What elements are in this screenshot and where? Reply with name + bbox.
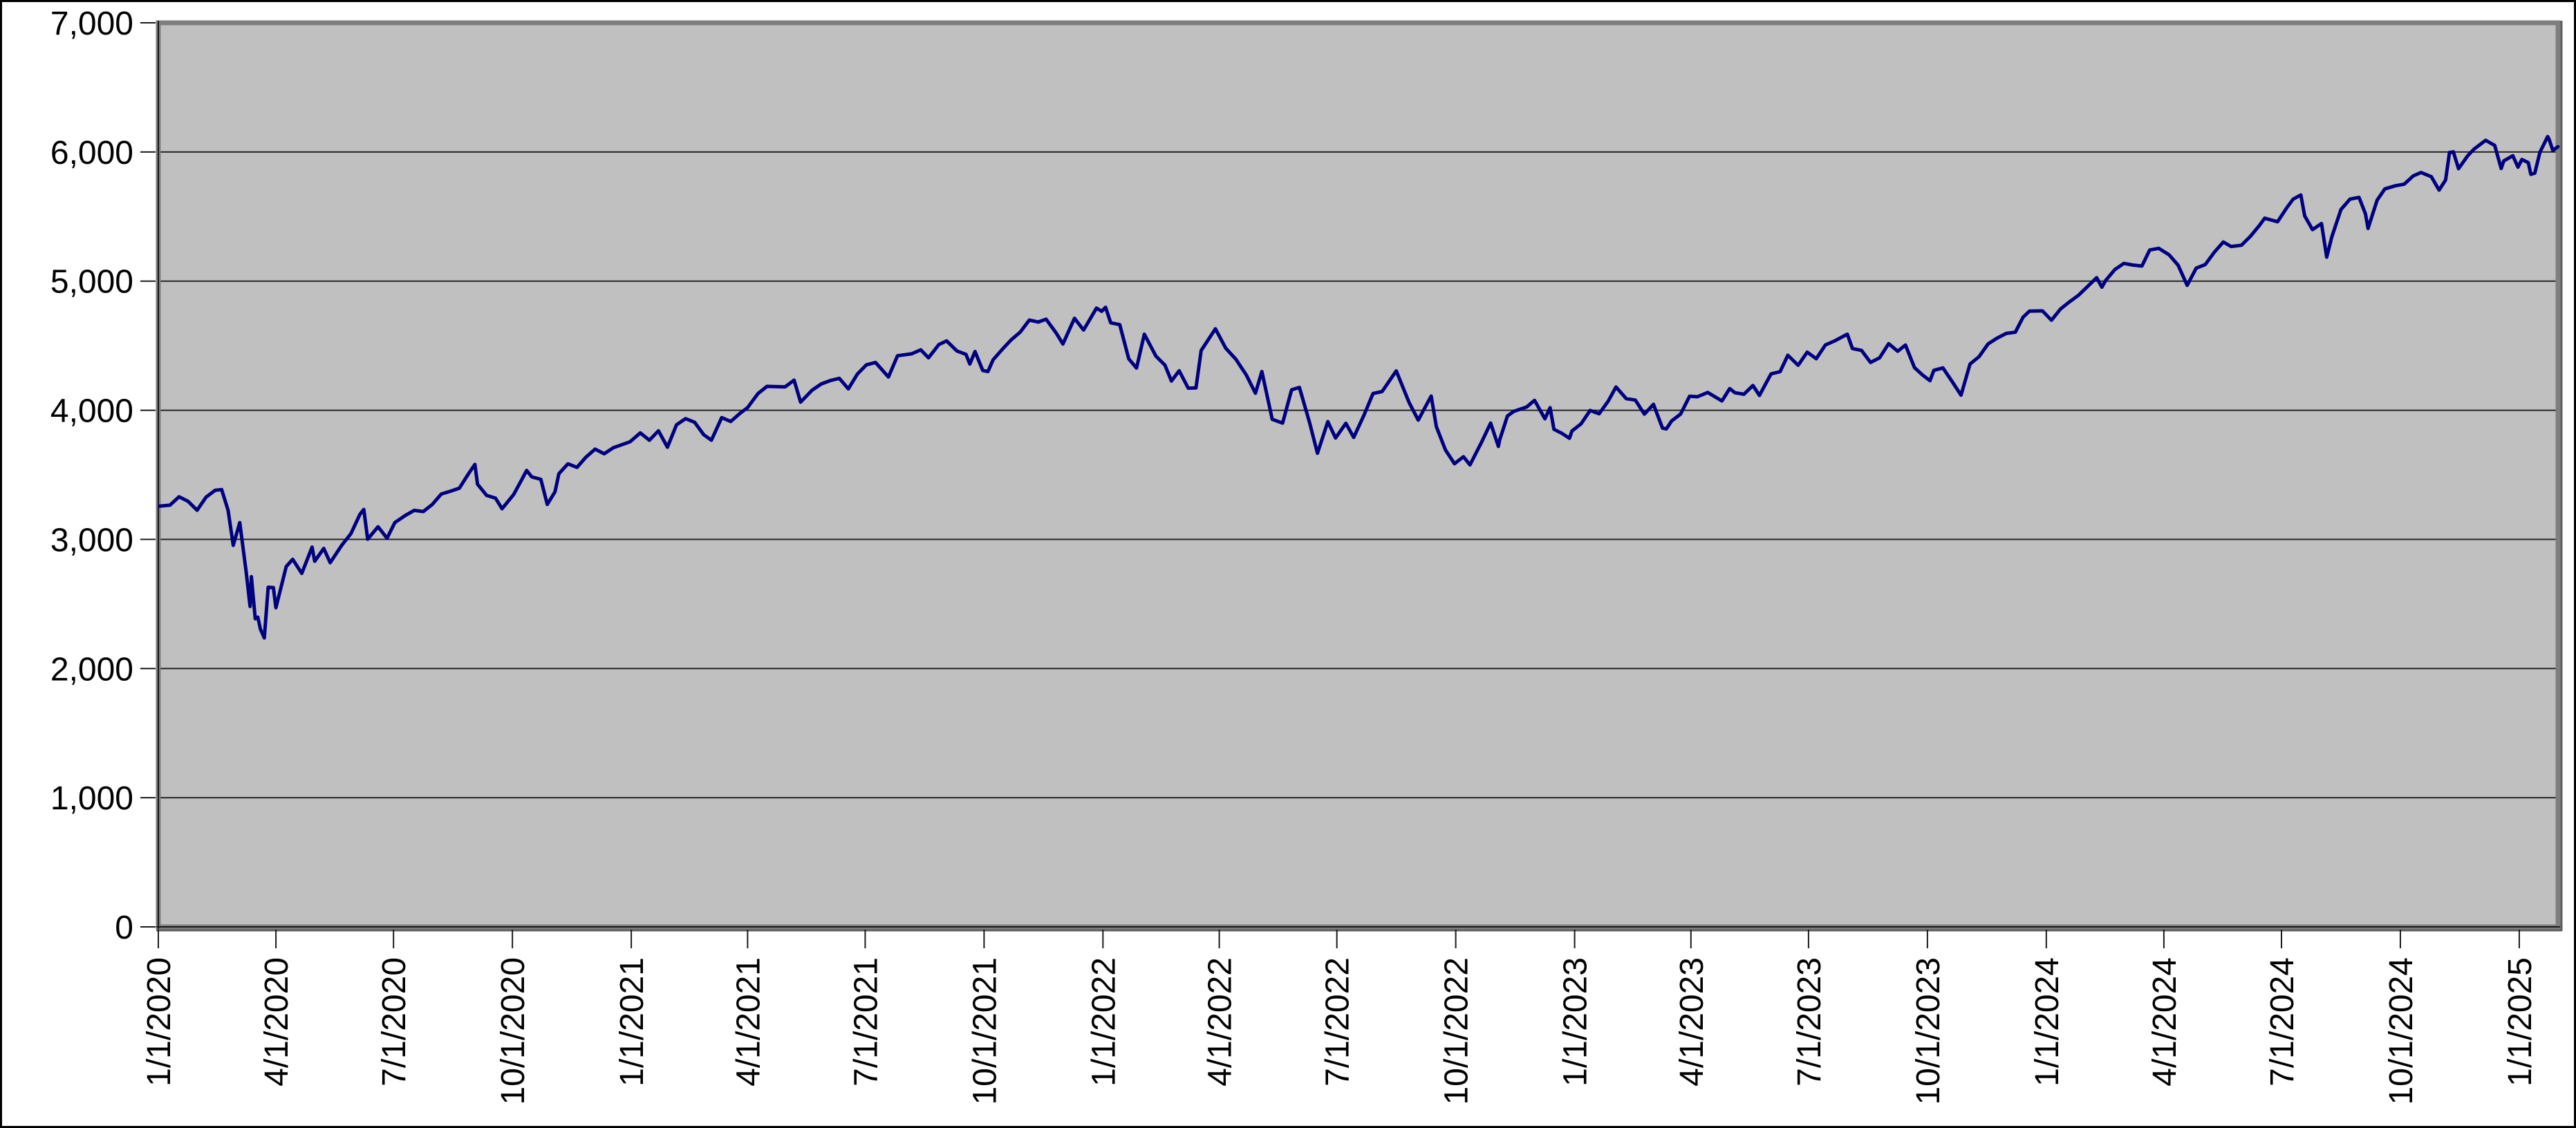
y-tick-label: 1,000 <box>50 780 133 817</box>
x-tick-label: 1/1/2022 <box>1085 957 1122 1087</box>
x-tick-label: 10/1/2024 <box>2383 957 2420 1105</box>
x-tick-label: 1/1/2021 <box>614 957 651 1087</box>
x-tick-label: 7/1/2021 <box>848 957 884 1087</box>
y-tick-label: 4,000 <box>50 393 133 430</box>
y-tick-label: 0 <box>115 910 133 946</box>
y-tick-label: 3,000 <box>50 522 133 558</box>
y-tick-label: 7,000 <box>50 6 133 42</box>
x-tick-label: 10/1/2022 <box>1439 957 1475 1105</box>
x-tick-label: 1/1/2023 <box>1558 957 1594 1087</box>
y-tick-label: 6,000 <box>50 135 133 171</box>
x-tick-label: 1/1/2020 <box>141 957 178 1087</box>
plot-area <box>158 23 2558 927</box>
x-tick-label: 10/1/2023 <box>1910 957 1947 1105</box>
price-line-series <box>158 135 2560 640</box>
x-tick-label: 4/1/2023 <box>1674 957 1710 1087</box>
x-tick-label: 4/1/2022 <box>1202 957 1239 1087</box>
x-tick-label: 7/1/2024 <box>2264 957 2301 1087</box>
x-tick-label: 1/1/2025 <box>2502 957 2539 1087</box>
x-tick-label: 7/1/2022 <box>1320 957 1356 1087</box>
x-tick-label: 7/1/2020 <box>376 957 413 1087</box>
x-tick-label: 10/1/2021 <box>967 957 1003 1105</box>
x-tick-label: 4/1/2020 <box>259 957 295 1087</box>
x-tick-label: 4/1/2021 <box>730 957 767 1087</box>
x-tick-label: 7/1/2023 <box>1791 957 1828 1087</box>
x-tick-label: 10/1/2020 <box>495 957 532 1105</box>
x-tick-label: 4/1/2024 <box>2147 957 2183 1087</box>
y-tick-label: 5,000 <box>50 264 133 301</box>
x-tick-label: 1/1/2024 <box>2029 957 2066 1087</box>
y-tick-label: 2,000 <box>50 651 133 688</box>
